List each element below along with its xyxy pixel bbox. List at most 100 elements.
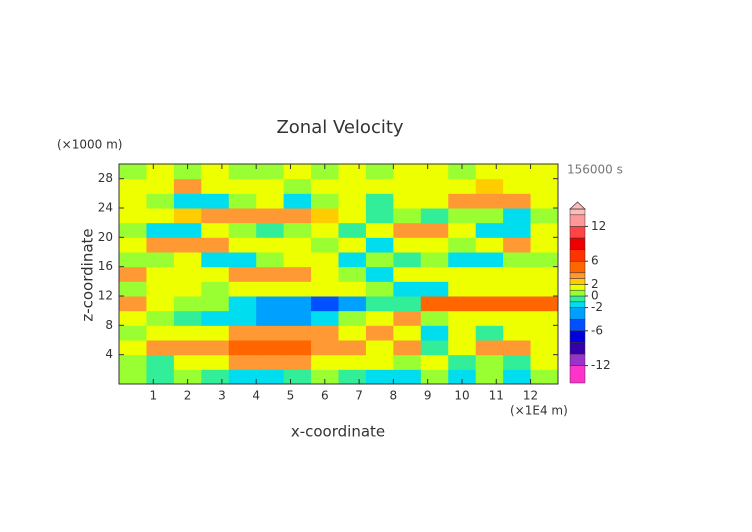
x-axis-label: x-coordinate [291, 423, 385, 441]
field-cell [365, 354, 394, 370]
colorbar-tick-label: -2 [591, 300, 603, 314]
field-cell [530, 281, 559, 297]
field-cell [283, 164, 312, 180]
field-cell [201, 281, 230, 297]
field-cell [283, 325, 312, 341]
field-cell [393, 325, 422, 341]
field-cell [311, 369, 339, 385]
field-cell [311, 237, 339, 253]
colorbar-band [569, 260, 586, 274]
field-cell [503, 178, 532, 194]
field-cell [530, 164, 559, 180]
colorbar-tick-label: 2 [591, 277, 599, 291]
field-cell [393, 222, 422, 238]
y-tick-label: 12 [98, 289, 113, 303]
field-cell [201, 237, 230, 253]
field-cell [256, 266, 285, 282]
field-cell [503, 237, 532, 253]
field-cell [475, 222, 504, 238]
field-cell [338, 208, 367, 224]
colorbar-band [569, 226, 586, 239]
field-cell [530, 310, 559, 326]
field-cell [475, 340, 504, 356]
field-cell [283, 208, 312, 224]
field-cell [311, 208, 339, 224]
field-cell [119, 222, 147, 238]
field-cell [393, 354, 422, 370]
x-tick-label: 8 [390, 389, 398, 403]
field-cell [256, 310, 285, 326]
field-cell [311, 266, 339, 282]
x-unit: (×1E4 m) [510, 404, 568, 418]
field-cell [365, 237, 394, 253]
y-unit: (×1000 m) [57, 138, 122, 152]
colorbar-band [569, 307, 586, 320]
colorbar-band [569, 249, 586, 262]
x-tick-label: 11 [489, 389, 504, 403]
field-cell [146, 208, 175, 224]
field-cell [420, 325, 449, 341]
field-cell [503, 340, 532, 356]
colorbar-band [569, 295, 586, 303]
x-tick-label: 12 [523, 389, 538, 403]
field-cell [530, 193, 559, 209]
field-cell [146, 296, 175, 312]
field-cell [365, 178, 394, 194]
field-cell [228, 178, 257, 194]
field-cell [393, 296, 422, 312]
field-cell [283, 296, 312, 312]
field-cell [393, 237, 422, 253]
field-cell [173, 164, 202, 180]
x-tick-label: 6 [321, 389, 329, 403]
field-cell [393, 164, 422, 180]
field-cell [420, 208, 449, 224]
field-cell [365, 164, 394, 180]
field-cell [146, 178, 175, 194]
field-cell [146, 340, 175, 356]
field-cell [173, 178, 202, 194]
field-cell [530, 222, 559, 238]
field-cell [228, 296, 257, 312]
field-cell [256, 354, 285, 370]
field-cell [420, 281, 449, 297]
field-cell [201, 164, 230, 180]
field-cell [448, 208, 477, 224]
y-axis-label: z-coordinate [79, 228, 97, 321]
y-tick-label: 8 [105, 318, 113, 332]
colorbar-band [569, 353, 586, 366]
field-cell [119, 252, 147, 268]
field-cell [448, 281, 477, 297]
x-tick-label: 5 [287, 389, 295, 403]
field-cell [420, 237, 449, 253]
field-cell [146, 193, 175, 209]
y-tick-label: 16 [98, 259, 113, 273]
field-cell [228, 208, 257, 224]
field-cell [448, 237, 477, 253]
field-cell [503, 310, 532, 326]
field-cell [311, 310, 339, 326]
field-cell [503, 222, 532, 238]
field-cell [393, 252, 422, 268]
colorbar-band [569, 318, 586, 332]
field-cell [448, 340, 477, 356]
field-cell [448, 164, 477, 180]
field-cell [201, 222, 230, 238]
field-cell [311, 222, 339, 238]
field-cell [228, 222, 257, 238]
field-cell [475, 164, 504, 180]
field-cell [420, 354, 449, 370]
field-cell [338, 237, 367, 253]
field-cell [311, 281, 339, 297]
field-cell [173, 222, 202, 238]
field-cell [146, 310, 175, 326]
field-cell [173, 266, 202, 282]
field-cell [475, 237, 504, 253]
field-cell [503, 252, 532, 268]
colorbar-band [569, 214, 586, 227]
field-cell [365, 222, 394, 238]
colorbar-tick-label: 0 [591, 289, 599, 303]
colorbar-tick-label: -6 [591, 323, 603, 337]
field-cell [146, 237, 175, 253]
field-cell [503, 266, 532, 282]
